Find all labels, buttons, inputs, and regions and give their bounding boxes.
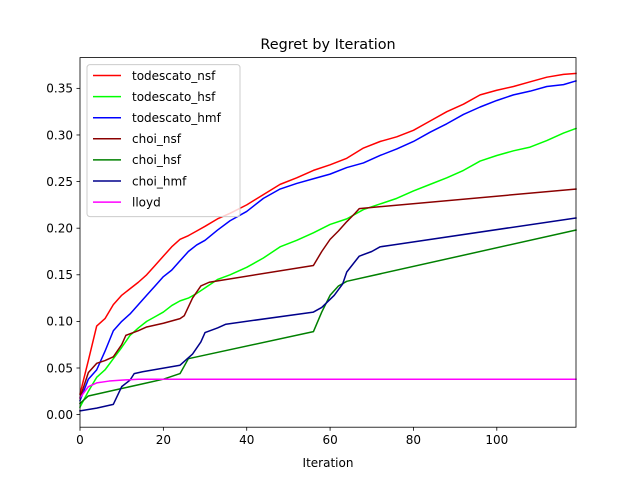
- y-tick-label: 0.20: [46, 221, 73, 235]
- legend-label-lloyd: lloyd: [132, 195, 161, 209]
- series-line-choi-hsf: [78, 229, 577, 405]
- x-tick-label: 80: [406, 433, 421, 447]
- series-line-choi-nsf: [79, 188, 577, 399]
- x-tick-label: 40: [239, 433, 254, 447]
- x-axis-ticks: 0 20 40 60 80 100: [76, 427, 508, 447]
- x-axis-label: Iteration: [303, 456, 354, 470]
- legend-label-todescato-hmf: todescato_hmf: [132, 111, 222, 125]
- series-line-lloyd: [78, 378, 577, 399]
- y-tick-label: 0.10: [46, 315, 73, 329]
- y-tick-label: 0.25: [46, 175, 73, 189]
- y-tick-label: 0.05: [46, 361, 73, 375]
- y-tick-label: 0.35: [46, 82, 73, 96]
- series-line-choi-hmf: [79, 217, 577, 412]
- legend: todescato_nsf todescato_hsf todescato_hmfc…: [86, 64, 241, 218]
- x-tick-label: 100: [485, 433, 508, 447]
- x-tick-label: 60: [322, 433, 337, 447]
- series-layer: [78, 72, 577, 412]
- axes-layer: [79, 57, 577, 428]
- legend-box: [86, 64, 241, 218]
- legend-label-todescato-hsf: todescato_hsf: [132, 90, 216, 104]
- y-tick-label: 0.00: [46, 408, 73, 422]
- series-line-todescato-nsf: [79, 72, 577, 396]
- y-tick-label: 0.30: [46, 128, 73, 142]
- chart-title: Regret by Iteration: [260, 37, 395, 53]
- legend-label-choi-hmf: choi_hmf: [132, 174, 187, 188]
- legend-label-todescato-nsf: todescato_nsf: [132, 69, 216, 83]
- x-tick-label: 20: [156, 433, 171, 447]
- y-axis-ticks: 0.00 0.05 0.10 0.15 0.20 0.25 0.30 0.35: [46, 82, 80, 422]
- series-line-todescato-hmf: [79, 79, 577, 402]
- plot-frame: [79, 57, 577, 428]
- y-tick-label: 0.15: [46, 268, 73, 282]
- x-tick-label: 0: [76, 433, 84, 447]
- legend-label-choi-nsf: choi_nsf: [132, 132, 182, 146]
- legend-label-choi-hsf: choi_hsf: [132, 153, 182, 167]
